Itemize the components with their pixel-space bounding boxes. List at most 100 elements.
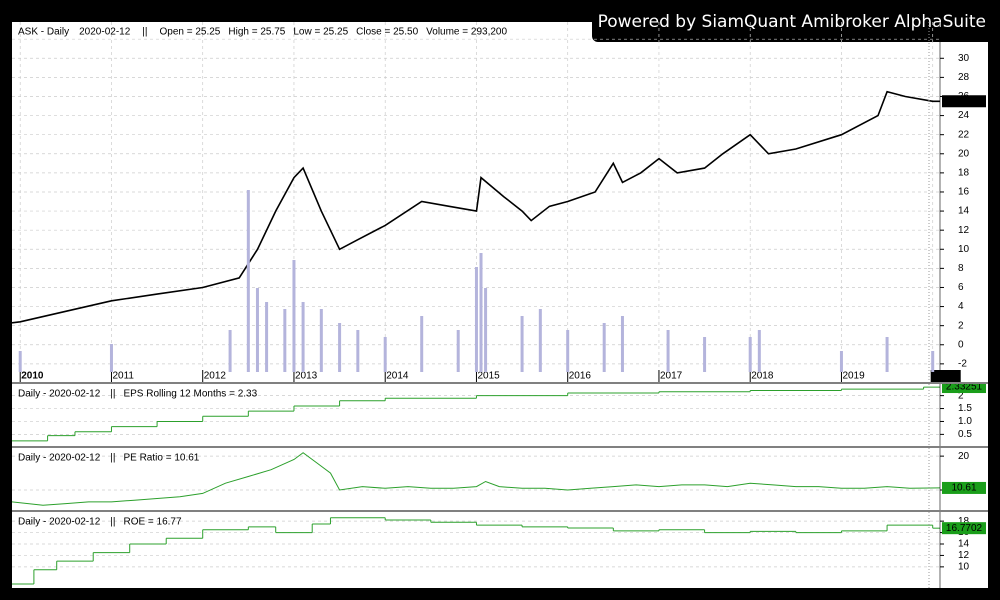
volume-bar bbox=[620, 316, 624, 372]
pane-header: Daily - 2020-02-12 bbox=[18, 453, 101, 464]
x-tick-label: 2018 bbox=[751, 371, 774, 382]
pane-header: || bbox=[110, 389, 115, 400]
last-value-box bbox=[942, 522, 986, 535]
volume-bar bbox=[456, 330, 460, 372]
volume-bar bbox=[338, 323, 342, 372]
volume-bar bbox=[474, 267, 478, 372]
volume-bar bbox=[931, 351, 935, 372]
pane-header: Daily - 2020-02-12 bbox=[18, 389, 101, 400]
volume-bar bbox=[885, 337, 889, 372]
pane-header: PE Ratio = 10.61 bbox=[123, 453, 199, 464]
y-tick-label: 10 bbox=[958, 244, 970, 255]
x-tick-label: 2016 bbox=[569, 371, 592, 382]
pane-header: ASK - Daily bbox=[18, 27, 69, 38]
volume-bar bbox=[228, 330, 232, 372]
pane-header: Close = 25.50 bbox=[356, 27, 418, 38]
y-tick-label: 18 bbox=[958, 168, 970, 179]
y-tick-label: 18 bbox=[958, 516, 970, 527]
pane-header: Volume = 293,200 bbox=[426, 27, 507, 38]
volume-bar bbox=[255, 288, 259, 372]
y-tick-label: 22 bbox=[958, 129, 970, 140]
pane-header: Daily - 2020-02-12 bbox=[18, 517, 101, 528]
last-value-label: 16.7702 bbox=[946, 523, 983, 534]
pane-header: || bbox=[142, 27, 147, 38]
volume-bar bbox=[18, 351, 22, 372]
y-tick-label: 1.5 bbox=[958, 403, 972, 414]
y-tick-label: 2 bbox=[958, 390, 964, 401]
pane-header: || bbox=[110, 517, 115, 528]
y-tick-label: 10 bbox=[958, 561, 970, 572]
pane-header: High = 25.75 bbox=[228, 27, 285, 38]
volume-bar bbox=[839, 351, 843, 372]
y-tick-label: 6 bbox=[958, 282, 964, 293]
y-tick-label: 1.0 bbox=[958, 416, 972, 427]
y-tick-label: 8 bbox=[958, 263, 964, 274]
x-tick-label: 2017 bbox=[660, 371, 683, 382]
pane-header: Low = 25.25 bbox=[293, 27, 348, 38]
pane-header: 2020-02-12 bbox=[79, 27, 131, 38]
y-tick-label: 12 bbox=[958, 550, 970, 561]
volume-bar bbox=[420, 316, 424, 372]
y-tick-label: 14 bbox=[958, 539, 970, 550]
volume-bar bbox=[283, 309, 287, 372]
y-tick-label: -2 bbox=[958, 358, 967, 369]
volume-bar bbox=[538, 309, 542, 372]
pane-header: || bbox=[110, 453, 115, 464]
pane: 0.5 1.0 1.5 22.33251 bbox=[12, 382, 986, 442]
volume-bar bbox=[301, 302, 305, 372]
volume-bar bbox=[265, 302, 269, 372]
x-tick-label: 2015 bbox=[477, 371, 500, 382]
y-tick-label: 14 bbox=[958, 206, 970, 217]
last-value-label: 25.5 bbox=[954, 96, 974, 107]
pane-header: ROE = 16.77 bbox=[123, 517, 182, 528]
volume-bar bbox=[666, 330, 670, 372]
last-value-label: 10.61 bbox=[951, 483, 976, 494]
volume-bar bbox=[292, 260, 296, 372]
last-value-box bbox=[942, 481, 986, 494]
watermark-box bbox=[592, 4, 996, 42]
series-line bbox=[12, 452, 941, 506]
pane: -202468101214161820222426283032201020112… bbox=[12, 22, 986, 382]
volume-bar bbox=[319, 309, 323, 372]
x-tick-label: 2013 bbox=[295, 371, 318, 382]
y-tick-label: 0 bbox=[958, 339, 964, 350]
y-tick-label: 4 bbox=[958, 301, 964, 312]
x-tick-label: 2012 bbox=[204, 371, 227, 382]
x-tick-label: 2020 bbox=[934, 371, 957, 382]
volume-bar bbox=[703, 337, 707, 372]
x-tick-box bbox=[930, 370, 961, 382]
y-tick-label: 30 bbox=[958, 53, 970, 64]
volume-bar bbox=[356, 330, 360, 372]
pane: 101214161816.7702 bbox=[12, 516, 986, 585]
pane-header: Open = 25.25 bbox=[159, 27, 220, 38]
y-tick-label: 2 bbox=[958, 320, 964, 331]
last-value-label: 2.33251 bbox=[946, 382, 983, 393]
volume-bar bbox=[484, 288, 488, 372]
chart-area bbox=[12, 22, 988, 588]
watermark: Powered by SiamQuant Amibroker AlphaSuit… bbox=[598, 12, 986, 32]
volume-bar bbox=[566, 330, 570, 372]
y-tick-label: 32 bbox=[958, 34, 970, 45]
y-tick-label: 20 bbox=[958, 451, 970, 462]
y-tick-label: 12 bbox=[958, 225, 970, 236]
y-tick-label: 20 bbox=[958, 148, 970, 159]
x-tick-label: 2010 bbox=[21, 371, 44, 382]
volume-bar bbox=[520, 316, 524, 372]
y-tick-label: 28 bbox=[958, 72, 970, 83]
series-line bbox=[12, 90, 940, 324]
volume-bar bbox=[383, 337, 387, 372]
pane: 102010.61 bbox=[12, 451, 986, 506]
last-value-box bbox=[942, 95, 986, 108]
x-tick-label: 2019 bbox=[842, 371, 865, 382]
volume-bar bbox=[748, 337, 752, 372]
y-tick-label: 24 bbox=[958, 110, 970, 121]
pane-header: EPS Rolling 12 Months = 2.33 bbox=[123, 389, 257, 400]
volume-bar bbox=[246, 190, 250, 372]
x-tick-label: 2014 bbox=[386, 371, 409, 382]
y-tick-label: 0.5 bbox=[958, 429, 972, 440]
volume-bar bbox=[479, 253, 483, 372]
volume-bar bbox=[757, 330, 761, 372]
y-tick-label: 16 bbox=[958, 187, 970, 198]
